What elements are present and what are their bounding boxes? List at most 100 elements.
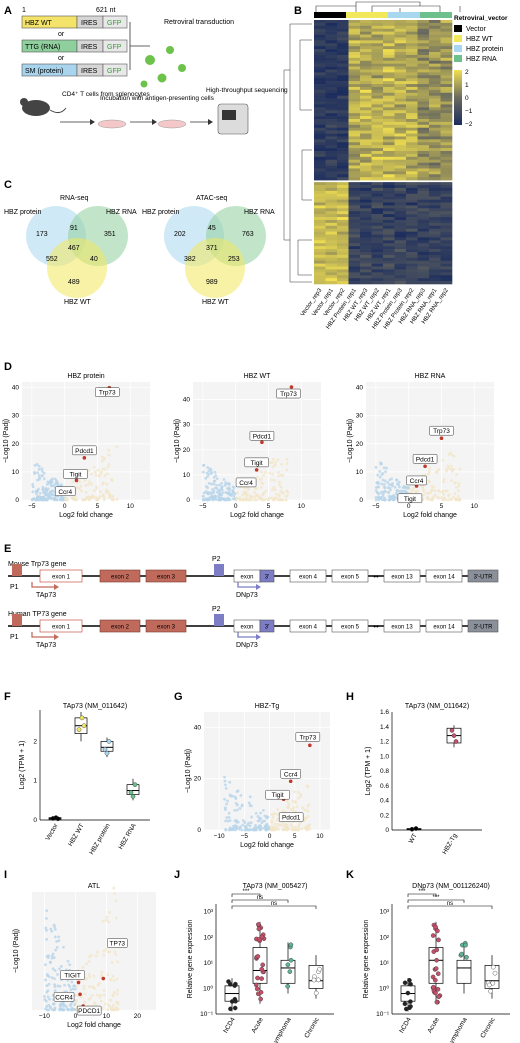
volcano-point xyxy=(106,973,110,977)
volcano-point xyxy=(51,1002,55,1006)
heatmap-cell xyxy=(360,263,372,267)
volcano-point xyxy=(49,927,53,931)
volcano-point xyxy=(250,498,253,502)
heatmap-cell xyxy=(360,107,372,111)
volcano-point xyxy=(273,463,277,467)
heatmap-cell xyxy=(360,153,372,158)
volcano-point xyxy=(37,464,41,468)
heatmap-cell xyxy=(440,20,453,24)
heatmap-cell xyxy=(314,190,326,195)
heatmap-cell xyxy=(383,139,395,143)
volcano-point xyxy=(447,466,451,470)
volcano-point xyxy=(98,495,102,499)
heatmap-cell xyxy=(383,168,395,172)
y-tick-label: 2 xyxy=(33,738,37,745)
heatmap-cell xyxy=(429,225,441,229)
volcano-point xyxy=(215,477,219,481)
heatmap-cell xyxy=(348,249,361,253)
y-axis-label: Relative gene expression xyxy=(187,920,194,999)
heatmap-cell xyxy=(429,249,441,253)
heatmap-cell xyxy=(360,182,372,186)
volcano-point xyxy=(104,918,108,922)
heatmap-cell xyxy=(429,43,441,47)
heatmap-cell xyxy=(383,196,395,200)
volcano-point xyxy=(292,805,296,809)
volcano-point xyxy=(45,909,49,913)
volcano-point xyxy=(96,950,99,954)
heatmap-cell xyxy=(429,66,441,70)
volcano-point xyxy=(108,494,112,498)
heatmap-cell xyxy=(360,275,372,279)
heatmap-cell xyxy=(325,116,338,120)
svg-text:382: 382 xyxy=(184,256,196,263)
heatmap-cell xyxy=(337,159,349,163)
heatmap-cell xyxy=(394,199,407,203)
legend-entry: Vector xyxy=(466,26,487,33)
heatmap-cell xyxy=(337,118,349,123)
y-tick-label: 10¹ xyxy=(380,960,390,967)
volcano-point xyxy=(209,468,213,471)
heatmap-cell xyxy=(325,162,338,166)
gene-label: TP73 xyxy=(110,941,126,948)
y-tick-label: 0.4 xyxy=(380,798,389,805)
volcano-point xyxy=(46,482,49,486)
heatmap-cell xyxy=(406,228,418,232)
volcano-point xyxy=(85,962,88,966)
plot-title: TAp73 (NM_011642) xyxy=(405,703,469,710)
heatmap-cell xyxy=(337,187,349,192)
volcano-point xyxy=(31,485,35,489)
volcano-point xyxy=(45,928,48,932)
heatmap-cell xyxy=(383,31,395,35)
heatmap-cell xyxy=(394,190,407,195)
volcano-point xyxy=(59,965,63,968)
volcano-point xyxy=(109,978,112,982)
volcano-point xyxy=(397,480,401,484)
heatmap-cell xyxy=(348,278,361,282)
x-tick-label: HBZ RNA xyxy=(117,822,138,851)
volcano-point xyxy=(233,497,237,501)
x-tick-label: Lymphoma xyxy=(271,1016,293,1043)
volcano-point xyxy=(69,988,73,992)
volcano-point xyxy=(55,946,59,949)
heatmap-cell xyxy=(429,49,441,53)
heatmap-cell xyxy=(394,240,407,244)
heatmap-cell xyxy=(394,257,407,262)
incubation-label: Incubation with antigen-presenting cells xyxy=(100,95,215,102)
heatmap-cell xyxy=(383,110,395,114)
heatmap-cell xyxy=(406,75,418,79)
volcano-point xyxy=(69,1008,73,1012)
volcano-point xyxy=(63,497,67,500)
volcano-point xyxy=(278,483,281,487)
volcano-point xyxy=(115,977,119,981)
heatmap-cell xyxy=(406,69,418,73)
volcano-point xyxy=(44,963,47,967)
svg-text:−2: −2 xyxy=(465,121,473,128)
heatmap-cell xyxy=(440,139,453,143)
volcano-point xyxy=(43,994,46,998)
volcano-point xyxy=(49,478,53,482)
heatmap-cell xyxy=(394,263,407,267)
volcano-point xyxy=(207,469,211,473)
heatmap-cell xyxy=(314,187,326,192)
heatmap-cell xyxy=(337,52,349,56)
volcano-point xyxy=(442,480,445,484)
heatmap-cell xyxy=(406,260,418,264)
heatmap-cell xyxy=(394,130,407,134)
heatmap-cell xyxy=(394,185,407,189)
x-tick-label: −10 xyxy=(214,833,225,840)
heatmap-cell xyxy=(371,31,384,35)
heatmap-cell xyxy=(348,130,361,134)
data-point xyxy=(232,996,238,1002)
exon-label: exon xyxy=(240,625,253,631)
panel-b-letter: B xyxy=(294,5,302,17)
heatmap-cell xyxy=(348,251,361,256)
volcano-point xyxy=(433,489,437,493)
volcano-point xyxy=(106,472,109,476)
heatmap-cell xyxy=(314,193,326,197)
heatmap-cell xyxy=(406,237,418,241)
heatmap-cell xyxy=(440,133,453,137)
x-axis-label: Log2 fold change xyxy=(59,512,113,519)
heatmap-cell xyxy=(429,54,441,59)
heatmap-cell xyxy=(325,54,338,59)
volcano-point xyxy=(112,991,116,994)
